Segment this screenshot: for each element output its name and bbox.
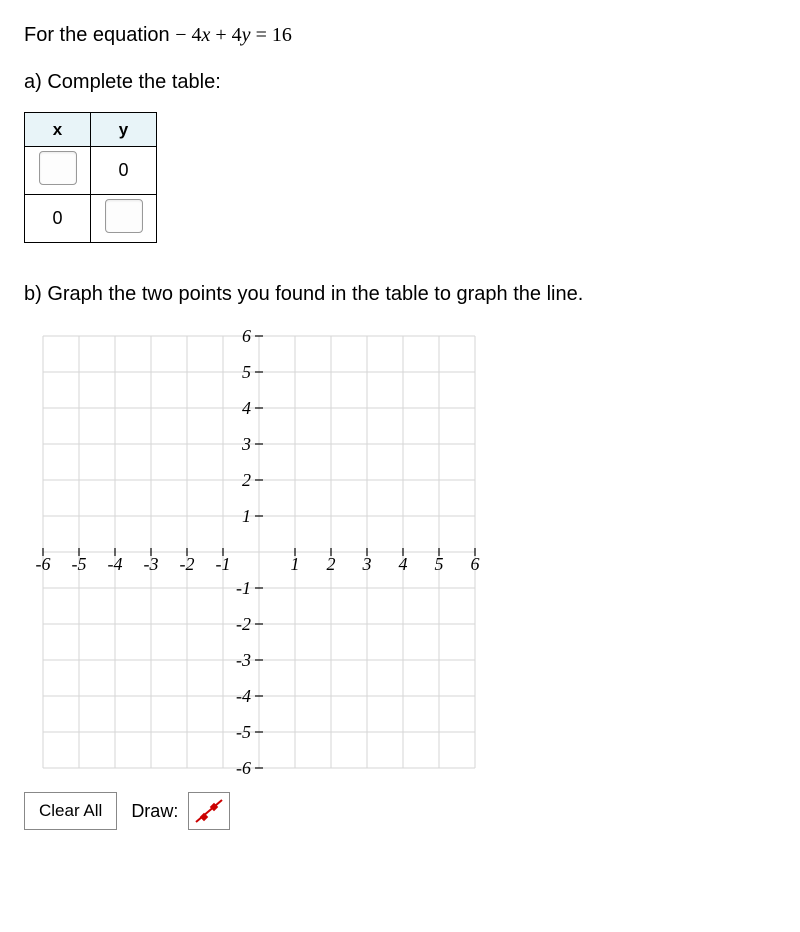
part-a-label: a) Complete the table: (24, 71, 776, 94)
svg-text:1: 1 (242, 506, 251, 526)
svg-text:-6: -6 (36, 554, 51, 574)
svg-text:-2: -2 (236, 614, 251, 634)
svg-text:-4: -4 (108, 554, 123, 574)
y-input-row2[interactable] (105, 199, 143, 233)
svg-text:5: 5 (242, 362, 251, 382)
intro-text: For the equation (24, 24, 175, 46)
svg-text:4: 4 (399, 554, 408, 574)
part-b-label: b) Graph the two points you found in the… (24, 283, 776, 306)
svg-text:6: 6 (471, 554, 480, 574)
graph-toolbar: Clear All Draw: (24, 792, 776, 830)
grid (43, 336, 475, 768)
svg-text:4: 4 (242, 398, 251, 418)
svg-text:-5: -5 (72, 554, 87, 574)
xy-table: x y 0 0 (24, 112, 157, 243)
svg-text:2: 2 (242, 470, 251, 490)
svg-text:-3: -3 (144, 554, 159, 574)
line-with-points-icon (192, 796, 226, 826)
svg-text:-3: -3 (236, 650, 251, 670)
coordinate-graph[interactable]: -6 -5 -4 -3 -2 -1 1 2 3 4 5 6 6 5 4 3 2 … (24, 326, 776, 830)
draw-label: Draw: (117, 792, 188, 830)
svg-text:-1: -1 (216, 554, 231, 574)
question-intro: For the equation − 4x + 4y = 16 (24, 24, 776, 47)
svg-text:3: 3 (362, 554, 372, 574)
svg-text:5: 5 (435, 554, 444, 574)
equation: − 4x + 4y = 16 (175, 24, 292, 46)
svg-text:-5: -5 (236, 722, 251, 742)
svg-text:2: 2 (327, 554, 336, 574)
svg-text:3: 3 (241, 434, 251, 454)
table-header-y: y (91, 113, 157, 147)
svg-text:6: 6 (242, 326, 251, 346)
cell-x-row1 (25, 147, 91, 195)
x-input-row1[interactable] (39, 151, 77, 185)
table-row: 0 (25, 195, 157, 243)
cell-x-row2: 0 (25, 195, 91, 243)
line-tool-button[interactable] (188, 792, 230, 830)
cell-y-row1: 0 (91, 147, 157, 195)
svg-text:-6: -6 (236, 758, 251, 778)
svg-text:-2: -2 (180, 554, 195, 574)
svg-text:-1: -1 (236, 578, 251, 598)
cell-y-row2 (91, 195, 157, 243)
table-header-x: x (25, 113, 91, 147)
x-axis-labels: -6 -5 -4 -3 -2 -1 1 2 3 4 5 6 (36, 554, 480, 574)
svg-text:1: 1 (291, 554, 300, 574)
clear-all-button[interactable]: Clear All (24, 792, 117, 830)
graph-svg[interactable]: -6 -5 -4 -3 -2 -1 1 2 3 4 5 6 6 5 4 3 2 … (24, 326, 514, 786)
table-row: 0 (25, 147, 157, 195)
svg-text:-4: -4 (236, 686, 251, 706)
